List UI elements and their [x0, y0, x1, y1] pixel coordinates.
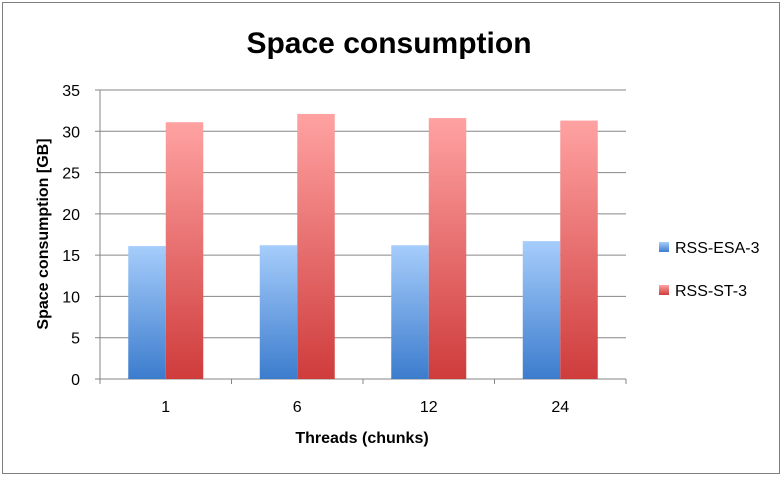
bars — [128, 113, 598, 380]
y-tick-label: 10 — [62, 289, 80, 306]
bar-rss-esa-3-6 — [259, 245, 298, 379]
y-tick-label: 20 — [62, 207, 80, 224]
y-axis-title: Space consumption [GB] — [35, 138, 52, 329]
legend-label: RSS-ST-3 — [675, 283, 747, 300]
y-tick-label: 25 — [62, 166, 80, 183]
chart-title: Space consumption — [246, 27, 531, 60]
y-tick-label: 35 — [62, 83, 80, 100]
x-tick-label: 12 — [420, 399, 438, 416]
x-tick-label: 24 — [551, 399, 569, 416]
bar-rss-st-3-24 — [560, 120, 598, 380]
bar-rss-st-3-12 — [428, 118, 467, 380]
x-tick-label: 1 — [161, 399, 170, 416]
y-tick-labels: 0 5 10 15 20 25 30 35 — [62, 83, 80, 389]
legend: RSS-ESA-3 RSS-ST-3 — [659, 240, 760, 300]
y-tick-label: 15 — [62, 248, 80, 265]
legend-label: RSS-ESA-3 — [675, 240, 760, 257]
y-tick-label: 5 — [71, 331, 80, 348]
bar-rss-esa-3-12 — [391, 245, 429, 379]
x-axis-title: Threads (chunks) — [295, 430, 428, 447]
bar-rss-st-3-6 — [297, 113, 335, 380]
legend-swatch — [659, 242, 669, 252]
bar-rss-esa-3-1 — [128, 246, 166, 379]
x-tick-labels: 1 6 12 24 — [161, 399, 569, 416]
y-tick-label: 30 — [62, 124, 80, 141]
legend-swatch — [659, 285, 669, 295]
bar-rss-esa-3-24 — [522, 241, 561, 379]
x-tick-label: 6 — [293, 399, 302, 416]
y-tick-label: 0 — [71, 372, 80, 389]
bar-rss-st-3-1 — [165, 122, 204, 380]
chart-frame — [2, 2, 780, 474]
